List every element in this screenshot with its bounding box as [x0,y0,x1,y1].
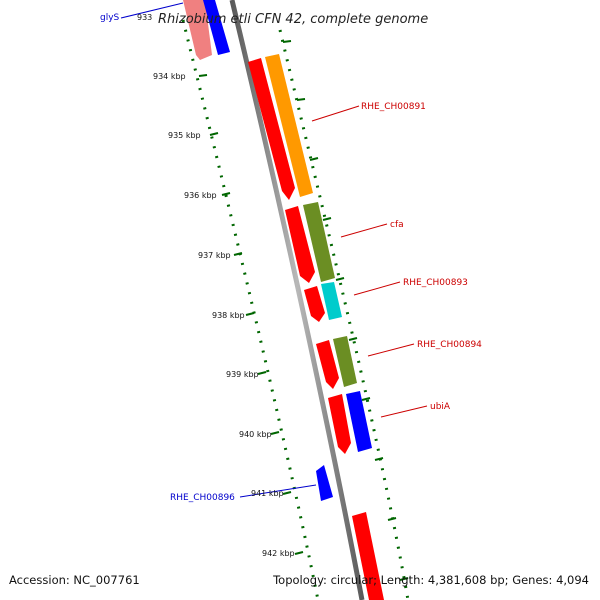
cds-cfa-olive [303,202,335,282]
gene-features [183,0,384,600]
gene-label-rhe-ch00891[interactable]: RHE_CH00891 [361,102,426,112]
tick-label-934: 934 kbp [153,72,186,81]
tick-label-939: 939 kbp [226,370,259,379]
cds-rhe-ch00893-forward [304,286,325,322]
cds-bottom-partial [352,512,384,600]
gene-label-glys[interactable]: glyS [100,13,120,23]
cds-rhe-ch00891-forward [248,58,295,200]
cds-ubia-forward [328,394,351,454]
cds-rhe-ch00894-forward [316,340,339,389]
tick-labels: 933 934 kbp 935 kbp 936 kbp 937 kbp 938 … [137,13,295,558]
tick-label-941: 941 kbp [251,489,284,498]
tick-label-942: 942 kbp [262,549,295,558]
gene-label-rhe-ch00896[interactable]: RHE_CH00896 [170,493,235,503]
gene-label-cfa[interactable]: cfa [390,220,404,230]
cds-ubia-blue [346,391,372,452]
cds-rhe-ch00894-olive [333,336,357,387]
gene-label-ubia[interactable]: ubiA [430,402,451,412]
tick-label-937: 937 kbp [198,251,231,260]
gene-label-rhe-ch00894[interactable]: RHE_CH00894 [417,340,482,350]
tick-label-940: 940 kbp [239,430,272,439]
outer-tick-ring-left [181,19,320,600]
cds-glys-blue [203,0,230,55]
tick-label-935: 935 kbp [168,131,201,140]
cds-glys-pink [183,0,212,60]
map-title: Rhizobium etli CFN 42, complete genome [158,12,428,27]
gene-labels: glyS RHE_CH00891 cfa RHE_CH00893 RHE_CH0… [100,13,482,503]
tick-label-933: 933 [137,13,152,22]
label-leader-lines [120,2,428,498]
cds-rhe-ch00893-cyan [321,282,342,320]
cds-rhe-ch00896-reverse [316,465,333,501]
cds-cfa-forward [285,206,315,283]
tick-label-938: 938 kbp [212,311,245,320]
topology-text: Topology: circular; Length: 4,381,608 bp… [273,573,589,587]
tick-label-936: 936 kbp [184,191,217,200]
gene-label-rhe-ch00893[interactable]: RHE_CH00893 [403,278,468,288]
cds-rhe-ch00891-orange [265,54,313,197]
tick-marks [187,17,409,581]
genome-backbone [229,0,365,600]
accession-text: Accession: NC_007761 [9,573,140,587]
